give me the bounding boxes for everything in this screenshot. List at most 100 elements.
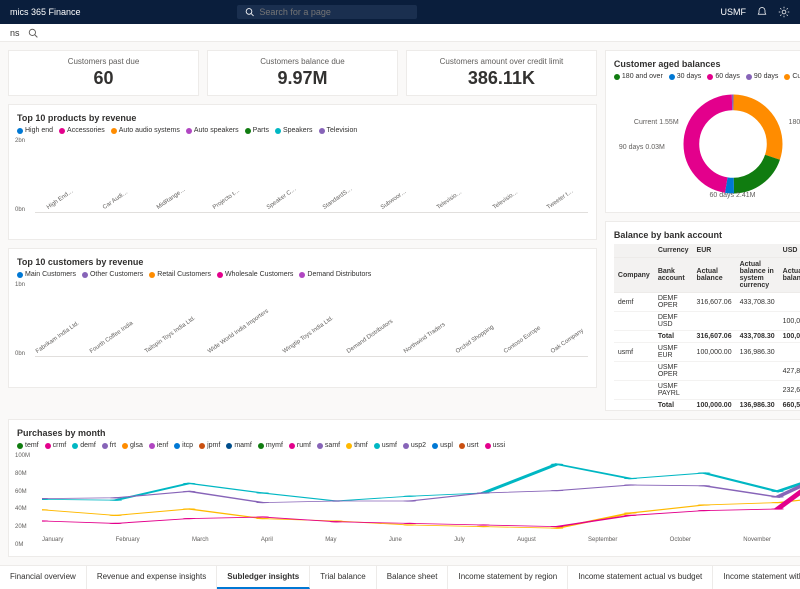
data-point[interactable] [109,515,122,516]
data-point[interactable] [550,464,563,465]
legend-item[interactable]: thmf [346,442,368,449]
legend-item[interactable]: rumf [289,442,311,449]
data-point[interactable] [477,492,490,493]
data-point[interactable] [183,508,196,509]
data-point[interactable] [477,526,490,527]
company-code[interactable]: USMF [720,7,746,17]
table-header[interactable]: Actual balance [779,258,800,293]
legend-item[interactable]: crmf [45,442,67,449]
legend-item[interactable]: usmf [374,442,397,449]
data-point[interactable] [550,526,563,527]
data-point[interactable] [698,472,711,473]
data-point[interactable] [550,528,563,529]
data-point[interactable] [330,521,343,522]
tab-financial-overview[interactable]: Financial overview [0,566,87,589]
legend-item[interactable]: Auto audio systems [111,127,180,134]
data-point[interactable] [624,515,637,516]
kpi-card[interactable]: Customers past due60 [8,50,199,96]
data-point[interactable] [183,518,196,519]
data-point[interactable] [183,491,196,492]
table-row[interactable]: demfDEMF OPER316,607.06433,708.30 [614,293,800,312]
data-point[interactable] [624,512,637,513]
legend-item[interactable]: itcp [174,442,193,449]
data-point[interactable] [109,497,122,498]
legend-item[interactable]: ussi [485,442,505,449]
bell-icon[interactable] [756,6,768,18]
data-point[interactable] [698,504,711,505]
table-row[interactable]: DEMF USD100,000.00 [614,312,800,331]
line-series[interactable] [42,463,800,503]
legend-item[interactable]: mamf [226,442,252,449]
legend-item[interactable]: demf [72,442,96,449]
legend-item[interactable]: Current [784,73,800,80]
legend-item[interactable]: samf [317,442,340,449]
kpi-card[interactable]: Customers balance due9.97M [207,50,398,96]
tab-income-statement-with-variances[interactable]: Income statement with variances [713,566,800,589]
data-point[interactable] [624,484,637,485]
legend-item[interactable]: glsa [122,442,143,449]
legend-item[interactable]: usrt [459,442,479,449]
legend-item[interactable]: Television [319,127,358,134]
legend-item[interactable]: uspl [432,442,453,449]
data-point[interactable] [183,483,196,484]
data-point[interactable] [771,491,784,492]
data-point[interactable] [109,523,122,524]
data-point[interactable] [330,500,343,501]
legend-item[interactable]: 180 and over [614,73,663,80]
legend-item[interactable]: ienf [149,442,168,449]
table-header[interactable]: Company [614,258,654,293]
table-row[interactable]: USMF OPER427,852.12 [614,362,800,381]
legend-item[interactable]: jpmf [199,442,220,449]
legend-item[interactable]: Main Customers [17,271,76,278]
legend-item[interactable]: temf [17,442,39,449]
tab-subledger-insights[interactable]: Subledger insights [217,566,310,589]
data-point[interactable] [403,496,416,497]
legend-item[interactable]: Auto speakers [186,127,239,134]
legend-item[interactable]: usp2 [403,442,426,449]
legend-item[interactable]: Accessories [59,127,105,134]
data-point[interactable] [698,485,711,486]
table-header[interactable]: Actual balance [693,258,736,293]
legend-item[interactable]: 30 days [669,73,702,80]
line-series[interactable] [42,464,800,501]
data-point[interactable] [256,516,269,517]
table-header[interactable]: Actual balance in system currency [736,258,779,293]
legend-item[interactable]: Demand Distributors [299,271,371,278]
data-point[interactable] [403,523,416,524]
legend-item[interactable]: Retail Customers [149,271,211,278]
data-point[interactable] [624,478,637,479]
data-point[interactable] [771,508,784,509]
legend-item[interactable]: mymf [258,442,283,449]
tab-income-statement-actual-vs-budget[interactable]: Income statement actual vs budget [568,566,713,589]
global-search[interactable] [237,5,417,19]
tab-income-statement-by-region[interactable]: Income statement by region [448,566,568,589]
table-row[interactable]: usmfUSMF EUR100,000.00136,986.30 [614,343,800,362]
table-header[interactable]: Bank account [654,258,693,293]
donut-slice[interactable] [691,102,774,185]
data-point[interactable] [403,524,416,525]
gear-icon[interactable] [778,6,790,18]
legend-item[interactable]: Wholesale Customers [217,271,293,278]
table-row[interactable]: USMF PAYRL232,660.84 [614,381,800,400]
legend-item[interactable]: 90 days [746,73,779,80]
tab-trial-balance[interactable]: Trial balance [310,566,377,589]
table-row[interactable]: Total100,000.00136,986.30660,512.96 [614,400,800,412]
legend-item[interactable]: Other Customers [82,271,143,278]
data-point[interactable] [550,490,563,491]
tab-balance-sheet[interactable]: Balance sheet [377,566,449,589]
legend-item[interactable]: High end [17,127,53,134]
data-point[interactable] [477,524,490,525]
data-point[interactable] [698,510,711,511]
legend-item[interactable]: Speakers [275,127,313,134]
kpi-card[interactable]: Customers amount over credit limit386.11… [406,50,597,96]
tab-revenue-and-expense-insights[interactable]: Revenue and expense insights [87,566,217,589]
search-icon[interactable] [28,28,38,38]
data-point[interactable] [256,518,269,519]
table-row[interactable]: Total316,607.06433,708.30100,000.00 [614,331,800,343]
legend-item[interactable]: frt [102,442,116,449]
data-point[interactable] [256,502,269,503]
search-input[interactable] [259,7,409,17]
legend-item[interactable]: 60 days [707,73,740,80]
data-point[interactable] [256,492,269,493]
data-point[interactable] [403,500,416,501]
